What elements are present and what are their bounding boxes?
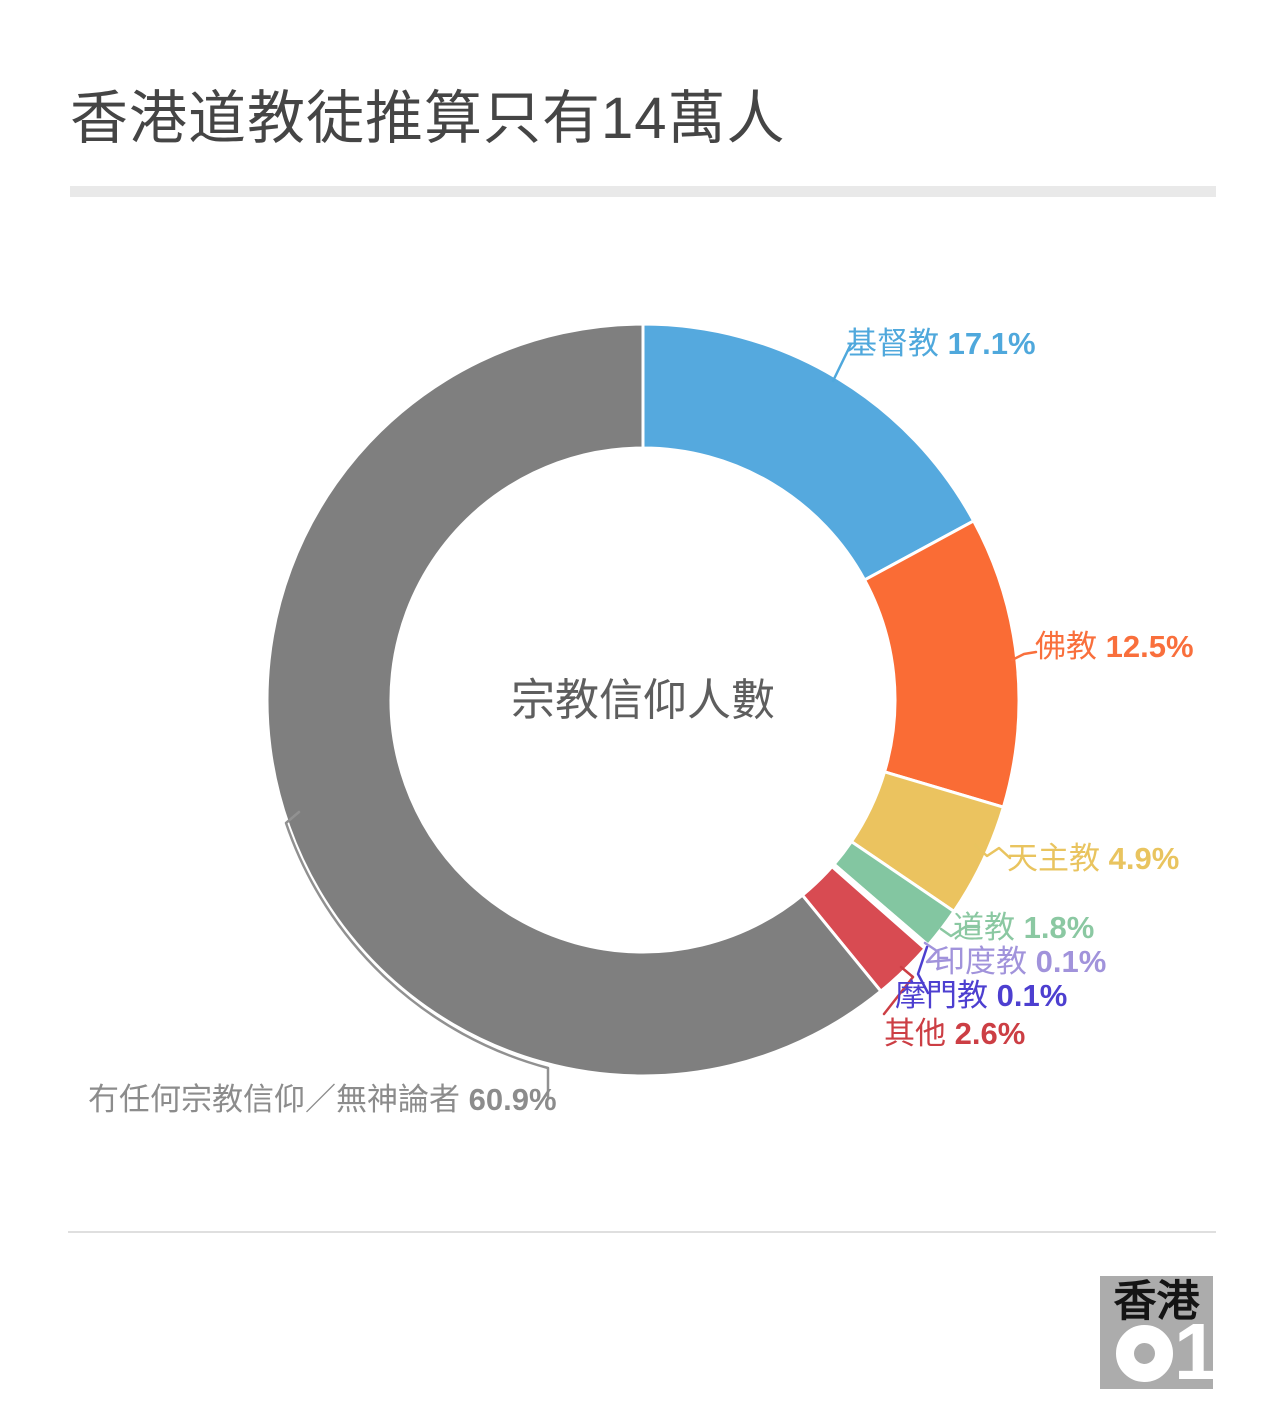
hk01-logo-zero-icon (1116, 1325, 1173, 1382)
chart-title: 香港道教徒推算只有14萬人 (70, 86, 786, 151)
donut-slice-7 (265, 322, 883, 1078)
slice-label-4: 印度教 0.1% (934, 944, 1107, 979)
title-divider (70, 186, 1216, 197)
leader-line-2 (973, 843, 1012, 860)
hk01-logo-one-text: 1 (1174, 1307, 1219, 1396)
slice-label-3: 道教 1.8% (953, 910, 1095, 945)
slice-label-2: 天主教 4.9% (1007, 841, 1180, 876)
slice-label-7: 冇任何宗教信仰／無神論者 60.9% (88, 1082, 557, 1117)
leader-line-6 (882, 965, 915, 1016)
leader-line-1 (1010, 650, 1038, 662)
hk01-logo-region-text: 香港 (1113, 1278, 1200, 1326)
leader-line-4 (923, 941, 952, 964)
donut-slice-0 (641, 322, 976, 583)
leader-line-5 (916, 945, 930, 995)
donut-center-label: 宗教信仰人數 (511, 676, 775, 725)
hk01-logo: 香港 1 (1100, 1276, 1219, 1392)
slice-label-5: 摩門教 0.1% (895, 978, 1068, 1013)
leader-line-0 (831, 342, 853, 383)
slice-label-0: 基督教 17.1% (846, 326, 1036, 361)
leader-line-3 (939, 925, 981, 938)
slice-label-6: 其他 2.6% (884, 1016, 1026, 1051)
bottom-divider (68, 1231, 1216, 1233)
slice-label-1: 佛教 12.5% (1035, 629, 1194, 664)
leader-line-7 (284, 810, 550, 1099)
